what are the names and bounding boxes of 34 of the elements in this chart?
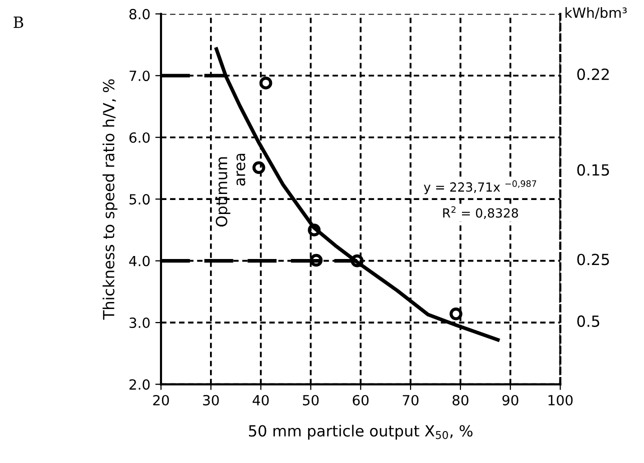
x-tick-label: 20 [153,394,169,406]
point [308,224,321,236]
annotation: R$^{2}$ = 0,8328 [443,206,518,219]
x-tick-label: 100 [548,394,573,406]
x-tick-label: 40 [252,394,269,406]
y-tick-label: 4.0 [129,256,150,266]
point [350,254,364,268]
text: 0.25 [577,254,609,266]
point [259,76,272,90]
x-tick-label: 30 [203,394,219,406]
annotation: Optimum [215,157,230,227]
text: kWh/bm³ [566,7,627,20]
point [310,254,323,267]
text: B [14,16,24,28]
x-tick-label: 90 [502,394,518,406]
annotation: area [236,154,246,186]
y-tick-label: 2.0 [130,379,150,390]
y-tick-label: 3.0 [130,318,150,328]
x-tick-label: 50 [302,394,319,406]
point [252,161,266,174]
y-axis-title: Thickness to speed ratio h/V, % [102,79,118,320]
x-axis-title: 50 mm particle output X$_{50}$, % [248,424,472,440]
point [450,308,462,320]
text: 0.22 [577,68,609,80]
text: 0.15 [577,164,609,176]
y-tick-label: 8.0 [129,8,150,20]
x-tick-label: 70 [402,394,418,406]
x-tick-label: 60 [352,394,369,406]
y-tick-label: 7.0 [130,70,150,82]
y-tick-label: 6.0 [129,132,150,143]
annotation: y = 223,71x $^{−0,987}$ [424,180,536,194]
y-tick-label: 5.0 [130,194,150,205]
x-tick-label: 80 [452,394,468,406]
text: 0.5 [577,315,600,327]
